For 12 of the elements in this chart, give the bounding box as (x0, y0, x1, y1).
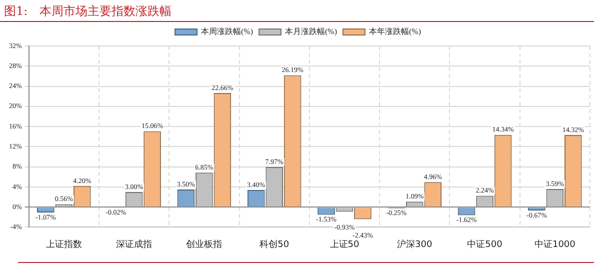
x-tick-label: 深证成指 (116, 238, 152, 250)
x-tick-label: 沪深300 (397, 238, 432, 250)
legend-label: 本周涨跌幅(%) (201, 27, 254, 36)
x-tick-label: 上证50 (330, 238, 360, 250)
x-tick-label: 中证500 (467, 238, 503, 250)
legend-label: 本年涨跌幅(%) (368, 27, 422, 36)
x-tick-label: 科创50 (260, 238, 290, 250)
x-tick-label: 上证指数 (46, 238, 82, 250)
chart-title: 图1: 本周市场主要指数涨跌幅 (0, 0, 594, 22)
x-tick-label: 中证1000 (534, 238, 576, 250)
x-tick-label: 创业板指 (186, 238, 222, 250)
legend-label: 本月涨跌幅(%) (285, 27, 338, 36)
